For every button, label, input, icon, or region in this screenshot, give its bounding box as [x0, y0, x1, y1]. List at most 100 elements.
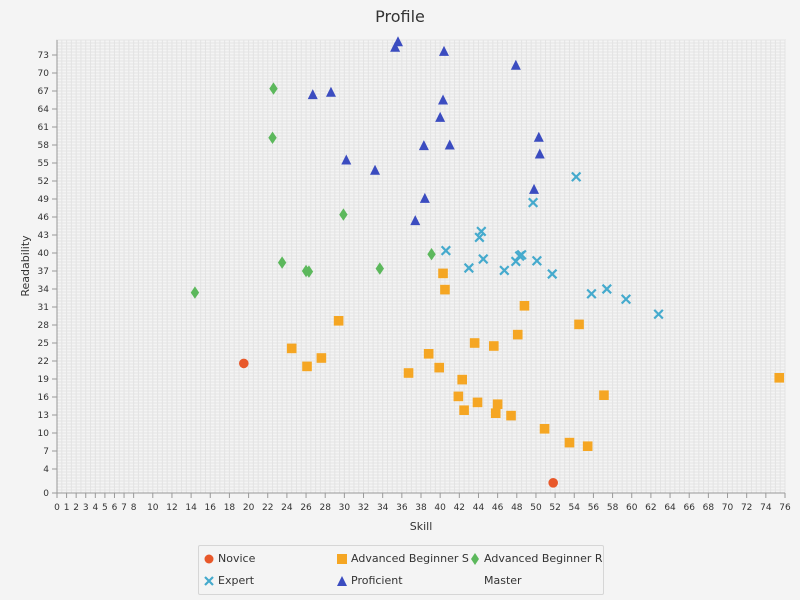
advanced-beginner-r-point	[339, 208, 348, 221]
x-tick-label: 48	[511, 503, 523, 513]
scatter-chart: Profile 0 1 2 3 4 5 6 7 8 10 12 14 16 18 20 22 24 26 28 30 3…	[19, 7, 791, 533]
triangle-marker-icon	[337, 576, 347, 586]
x-tick-label: 66	[683, 503, 695, 513]
expert-point	[571, 171, 582, 182]
advanced-beginner-s-point	[286, 343, 297, 354]
proficient-point	[534, 148, 545, 159]
y-tick-label: 0	[43, 489, 49, 499]
x-tick-label: 72	[741, 503, 752, 513]
proficient-point	[533, 131, 544, 142]
expert-point	[531, 255, 542, 266]
proficient-point	[393, 36, 404, 47]
square-marker-icon	[337, 554, 347, 564]
x-tick-label: 44	[473, 503, 485, 513]
advanced-beginner-s-point	[506, 410, 516, 421]
y-tick-label: 52	[38, 177, 49, 187]
advanced-beginner-s-point	[438, 268, 448, 279]
advanced-beginner-s-point	[582, 441, 593, 451]
advanced-beginner-s-point	[459, 405, 469, 415]
advanced-beginner-s-point	[316, 353, 327, 363]
x-tick-label: 5	[102, 503, 108, 513]
x-tick-label: 4	[92, 503, 98, 513]
y-tick-label: 64	[38, 105, 50, 115]
y-tick-label: 4	[43, 465, 49, 475]
y-tick-label: 61	[38, 123, 49, 133]
proficient-point	[418, 140, 429, 151]
x-tick-label: 60	[626, 503, 638, 513]
x-tick-label: 52	[549, 503, 560, 513]
expert-point	[586, 288, 597, 299]
x-tick-label: 3	[83, 503, 89, 513]
y-tick-label: 25	[38, 339, 49, 349]
proficient-point	[325, 86, 336, 97]
advanced-beginner-r-point	[375, 262, 385, 275]
y-tick-label: 46	[38, 213, 50, 223]
y-tick-label: 70	[38, 69, 50, 79]
x-tick-label: 12	[166, 503, 177, 513]
y-axis-title: Readability	[19, 235, 32, 297]
x-tick-label: 30	[339, 503, 351, 513]
proficient-point	[341, 154, 352, 165]
x-tick-label: 54	[569, 503, 581, 513]
x-tick-label: 20	[243, 503, 255, 513]
advanced-beginner-s-point	[489, 341, 499, 351]
advanced-beginner-s-point	[564, 437, 575, 448]
advanced-beginner-r-point	[268, 131, 277, 144]
legend-label: Expert	[218, 574, 255, 587]
x-tick-label: 64	[664, 503, 676, 513]
x-tick-label: 76	[779, 503, 791, 513]
proficient-point	[419, 192, 430, 203]
y-tick-label: 34	[38, 285, 50, 295]
advanced-beginner-s-point	[457, 374, 467, 385]
expert-point	[499, 265, 510, 276]
advanced-beginner-s-point	[453, 391, 464, 402]
proficient-point	[435, 111, 446, 122]
expert-point	[478, 253, 489, 265]
y-tick-label: 67	[38, 87, 49, 97]
expert-point	[474, 232, 485, 243]
x-tick-label: 46	[492, 503, 504, 513]
advanced-beginner-s-point	[423, 349, 434, 359]
advanced-beginner-s-point	[574, 319, 584, 330]
x-tick-label: 74	[760, 503, 772, 513]
data-points	[190, 36, 785, 488]
expert-point	[527, 197, 539, 208]
chart-title: Profile	[375, 7, 425, 26]
y-tick-label: 43	[38, 231, 49, 241]
legend-label: Novice	[218, 552, 256, 565]
advanced-beginner-s-point	[512, 329, 523, 340]
x-tick-label: 58	[607, 503, 619, 513]
novice-point	[238, 358, 249, 369]
grid	[56, 39, 786, 494]
x-tick-label: 36	[396, 503, 408, 513]
advanced-beginner-s-point	[333, 316, 344, 326]
legend-label: Master	[484, 574, 522, 587]
y-tick-label: 49	[38, 195, 50, 205]
proficient-point	[510, 59, 521, 70]
advanced-beginner-s-point	[434, 362, 444, 373]
x-tick-label: 32	[358, 503, 369, 513]
x-tick-label: 26	[300, 503, 312, 513]
advanced-beginner-s-point	[774, 373, 785, 383]
x-tick-label: 34	[377, 503, 389, 513]
proficient-point	[438, 94, 449, 105]
proficient-point	[370, 164, 381, 175]
proficient-point	[529, 183, 540, 194]
advanced-beginner-s-point	[539, 424, 550, 434]
y-tick-label: 22	[38, 357, 49, 367]
x-tick-label: 0	[54, 503, 60, 513]
x-tick-label: 68	[703, 503, 715, 513]
circle-marker-icon	[204, 554, 214, 564]
y-tick-label: 13	[38, 411, 49, 421]
advanced-beginner-s-point	[492, 399, 503, 409]
expert-point	[440, 245, 451, 256]
advanced-beginner-s-point	[490, 408, 501, 418]
proficient-point	[438, 45, 449, 56]
y-tick-label: 58	[38, 141, 50, 151]
advanced-beginner-s-point	[403, 368, 414, 378]
x-tick-label: 38	[415, 503, 427, 513]
x-tick-label: 1	[64, 503, 70, 513]
advanced-beginner-r-point	[427, 248, 436, 261]
x-tick-label: 8	[131, 503, 137, 513]
y-tick-label: 7	[43, 447, 49, 457]
